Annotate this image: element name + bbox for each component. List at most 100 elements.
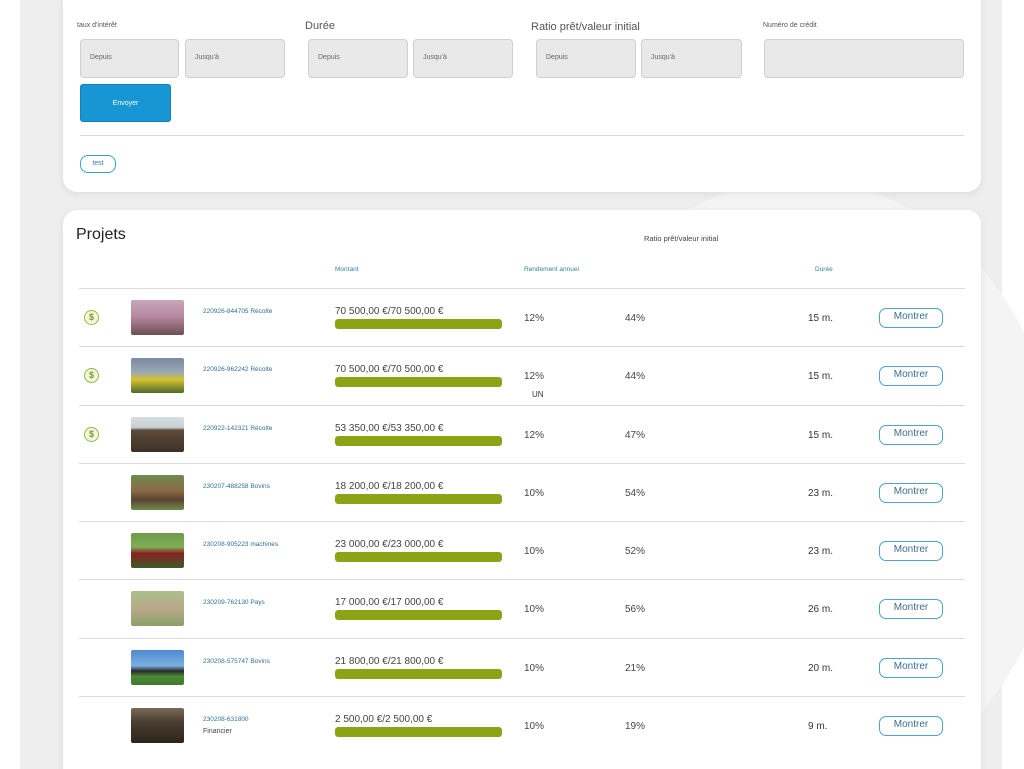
- filter-divider: [80, 135, 964, 136]
- table-row: 230208-631800 Financier 2 500,00 €/2 500,0…: [79, 696, 965, 754]
- table-row: 230207-488258 Bovins 18 200,00 €/18 200,0…: [79, 462, 965, 521]
- duration-from-input[interactable]: Depuis: [308, 39, 408, 78]
- stray-text: UN: [532, 390, 544, 399]
- funding-progress-fill: [335, 319, 502, 329]
- funding-progress-fill: [335, 668, 502, 679]
- project-id-link[interactable]: 230207-488258 Bovins: [203, 482, 270, 490]
- loan-duration: 15 m.: [808, 313, 834, 324]
- loan-duration: 20 m.: [808, 662, 834, 674]
- loan-duration: 15 m.: [808, 371, 834, 383]
- funding-progress-fill: [335, 493, 502, 504]
- funding-progress-bar: [335, 727, 502, 738]
- table-row: $220926-844705 Récolte 70 500,00 €/70 500…: [79, 288, 965, 346]
- show-button[interactable]: Montrer: [879, 308, 943, 328]
- loan-duration: 9 m.: [808, 721, 828, 733]
- project-thumbnail: [131, 533, 184, 569]
- loan-to-value-ratio: 56%: [625, 604, 646, 616]
- table-row: 230208-905223 machines 23 000,00 €/23 000…: [79, 521, 965, 579]
- loan-to-value-ratio: 44%: [625, 313, 646, 324]
- annual-yield: 10%: [524, 721, 545, 733]
- projects-panel: Projets Montant Rendement annuel Ratio p…: [63, 210, 981, 769]
- funding-progress-bar: [335, 493, 502, 504]
- loan-duration: 15 m.: [808, 429, 834, 441]
- table-row: 230209-762130 Pays 17 000,00 €/17 000,00 …: [79, 579, 965, 637]
- show-button[interactable]: Montrer: [879, 541, 943, 562]
- annual-yield: 10%: [524, 487, 545, 499]
- loan-to-value-ratio: 44%: [625, 371, 646, 383]
- project-id-link[interactable]: 220922-142321 Récolte: [203, 424, 273, 432]
- project-thumbnail: [131, 708, 184, 744]
- interest-from-input[interactable]: Depuis: [80, 39, 179, 78]
- project-id-link[interactable]: 220926-844705 Récolte: [203, 308, 273, 315]
- show-button[interactable]: Montrer: [879, 482, 943, 503]
- header-amount: Montant: [335, 266, 359, 273]
- loan-to-value-ratio: 21%: [625, 662, 646, 674]
- annual-yield: 12%: [524, 371, 545, 383]
- credit-number-label: Numéro de crédit: [763, 22, 817, 29]
- funding-progress-bar: [335, 552, 502, 563]
- filter-panel: taux d'intérêt Durée Ratio prêt/valeur i…: [63, 0, 981, 192]
- funding-progress-bar: [335, 377, 502, 388]
- funding-progress-bar: [335, 668, 502, 679]
- funding-progress-fill: [335, 435, 502, 446]
- annual-yield: 10%: [524, 662, 545, 674]
- table-row: $220926-962242 Récolte 70 500,00 €/70 500…: [79, 346, 965, 404]
- project-amount: 70 500,00 €/70 500,00 €: [335, 306, 444, 317]
- project-amount: 70 500,00 €/70 500,00 €: [335, 364, 444, 376]
- credit-number-input[interactable]: [764, 39, 964, 78]
- loan-to-value-ratio: 52%: [625, 546, 646, 558]
- funding-progress-fill: [335, 610, 502, 621]
- funding-progress-bar: [335, 319, 502, 329]
- table-row: $220922-142321 Récolte 53 350,00 €/53 350…: [79, 404, 965, 463]
- show-button[interactable]: Montrer: [879, 657, 943, 678]
- project-amount: 2 500,00 €/2 500,00 €: [335, 714, 433, 726]
- show-button[interactable]: Montrer: [879, 366, 943, 387]
- header-duration: Durée: [815, 266, 833, 273]
- ratio-label: Ratio prêt/valeur initial: [531, 21, 640, 33]
- ratio-to-input[interactable]: Jusqu'à: [641, 39, 742, 78]
- project-thumbnail: [131, 591, 184, 627]
- send-button[interactable]: Envoyer: [80, 84, 171, 122]
- project-amount: 18 200,00 €/18 200,00 €: [335, 480, 444, 492]
- funding-progress-fill: [335, 552, 502, 563]
- project-thumbnail: [131, 474, 184, 510]
- funding-progress-fill: [335, 377, 502, 388]
- header-ratio: Ratio prêt/valeur initial: [644, 234, 719, 243]
- projects-title: Projets: [76, 226, 126, 243]
- project-id-link[interactable]: 230208-905223 machines: [203, 541, 279, 549]
- projects-table: $220926-844705 Récolte 70 500,00 €/70 500…: [79, 288, 965, 754]
- project-thumbnail: [131, 358, 184, 394]
- annual-yield: 10%: [524, 546, 545, 558]
- project-id-link[interactable]: 220926-962242 Récolte: [203, 366, 273, 374]
- project-amount: 21 800,00 €/21 800,00 €: [335, 655, 444, 667]
- annual-yield: 12%: [524, 429, 545, 441]
- project-thumbnail: [131, 416, 184, 452]
- annual-yield: 12%: [524, 313, 545, 324]
- interest-rate-label: taux d'intérêt: [77, 22, 117, 29]
- project-amount: 53 350,00 €/53 350,00 €: [335, 422, 444, 434]
- loan-duration: 23 m.: [808, 546, 834, 558]
- project-subtitle: Financier: [203, 728, 232, 736]
- project-id-link[interactable]: 230209-762130 Pays: [203, 599, 265, 607]
- ratio-from-input[interactable]: Depuis: [536, 39, 636, 78]
- show-button[interactable]: Montrer: [879, 716, 943, 737]
- loan-to-value-ratio: 47%: [625, 429, 646, 441]
- dollar-coin-icon: $: [84, 310, 99, 325]
- project-thumbnail: [131, 300, 184, 335]
- annual-yield: 10%: [524, 604, 545, 616]
- funding-progress-bar: [335, 435, 502, 446]
- funding-progress-fill: [335, 727, 502, 738]
- loan-to-value-ratio: 54%: [625, 487, 646, 499]
- project-id-link[interactable]: 230208-631800: [203, 716, 249, 724]
- funding-progress-bar: [335, 610, 502, 621]
- loan-to-value-ratio: 19%: [625, 721, 646, 733]
- project-amount: 17 000,00 €/17 000,00 €: [335, 597, 444, 609]
- interest-to-input[interactable]: Jusqu'à: [185, 39, 285, 78]
- dollar-coin-icon: $: [84, 426, 99, 442]
- project-id-link[interactable]: 230208-575747 Bovins: [203, 657, 270, 665]
- duration-to-input[interactable]: Jusqu'à: [413, 39, 513, 78]
- header-yield: Rendement annuel: [524, 266, 579, 273]
- test-button[interactable]: test: [80, 155, 116, 173]
- show-button[interactable]: Montrer: [879, 424, 943, 445]
- show-button[interactable]: Montrer: [879, 599, 943, 620]
